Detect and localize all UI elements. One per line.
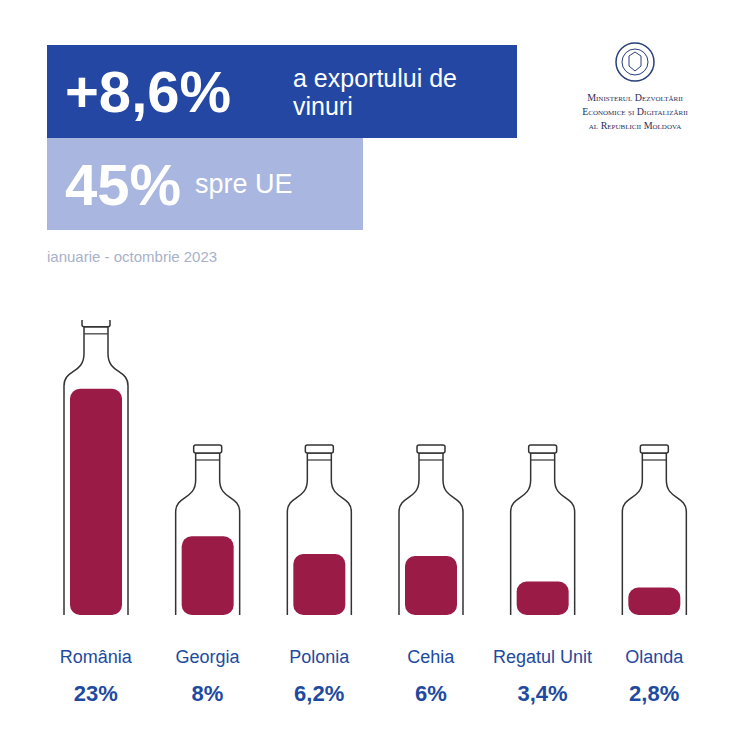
svg-text:6,2%: 6,2%: [294, 681, 344, 706]
html-text:a exportului de vinuri: a exportului de vinuri: [293, 63, 457, 120]
html-text:spre UE: spre UE: [195, 168, 293, 199]
svg-text:Cehia: Cehia: [407, 647, 455, 667]
html-text:+8,6%: +8,6%: [65, 59, 232, 124]
html-text:45%: 45%: [65, 151, 182, 217]
html-text:ianuarie - octombrie 2023: ianuarie - octombrie 2023: [47, 248, 218, 265]
svg-text:al Republicii Moldova: al Republicii Moldova: [589, 120, 681, 131]
svg-text:Economice și Digitalizării: Economice și Digitalizării: [582, 106, 688, 117]
svg-text:Georgia: Georgia: [175, 647, 240, 667]
svg-text:8%: 8%: [192, 681, 224, 706]
svg-text:Regatul Unit: Regatul Unit: [493, 647, 592, 667]
svg-text:Olanda: Olanda: [625, 647, 684, 667]
svg-text:2,8%: 2,8%: [629, 681, 679, 706]
svg-text:23%: 23%: [74, 681, 118, 706]
svg-text:România: România: [60, 647, 133, 667]
svg-text:Ministerul Dezvoltării: Ministerul Dezvoltării: [587, 92, 683, 103]
svg-text:3,4%: 3,4%: [517, 681, 567, 706]
svg-text:6%: 6%: [415, 681, 447, 706]
svg-text:Polonia: Polonia: [289, 647, 350, 667]
